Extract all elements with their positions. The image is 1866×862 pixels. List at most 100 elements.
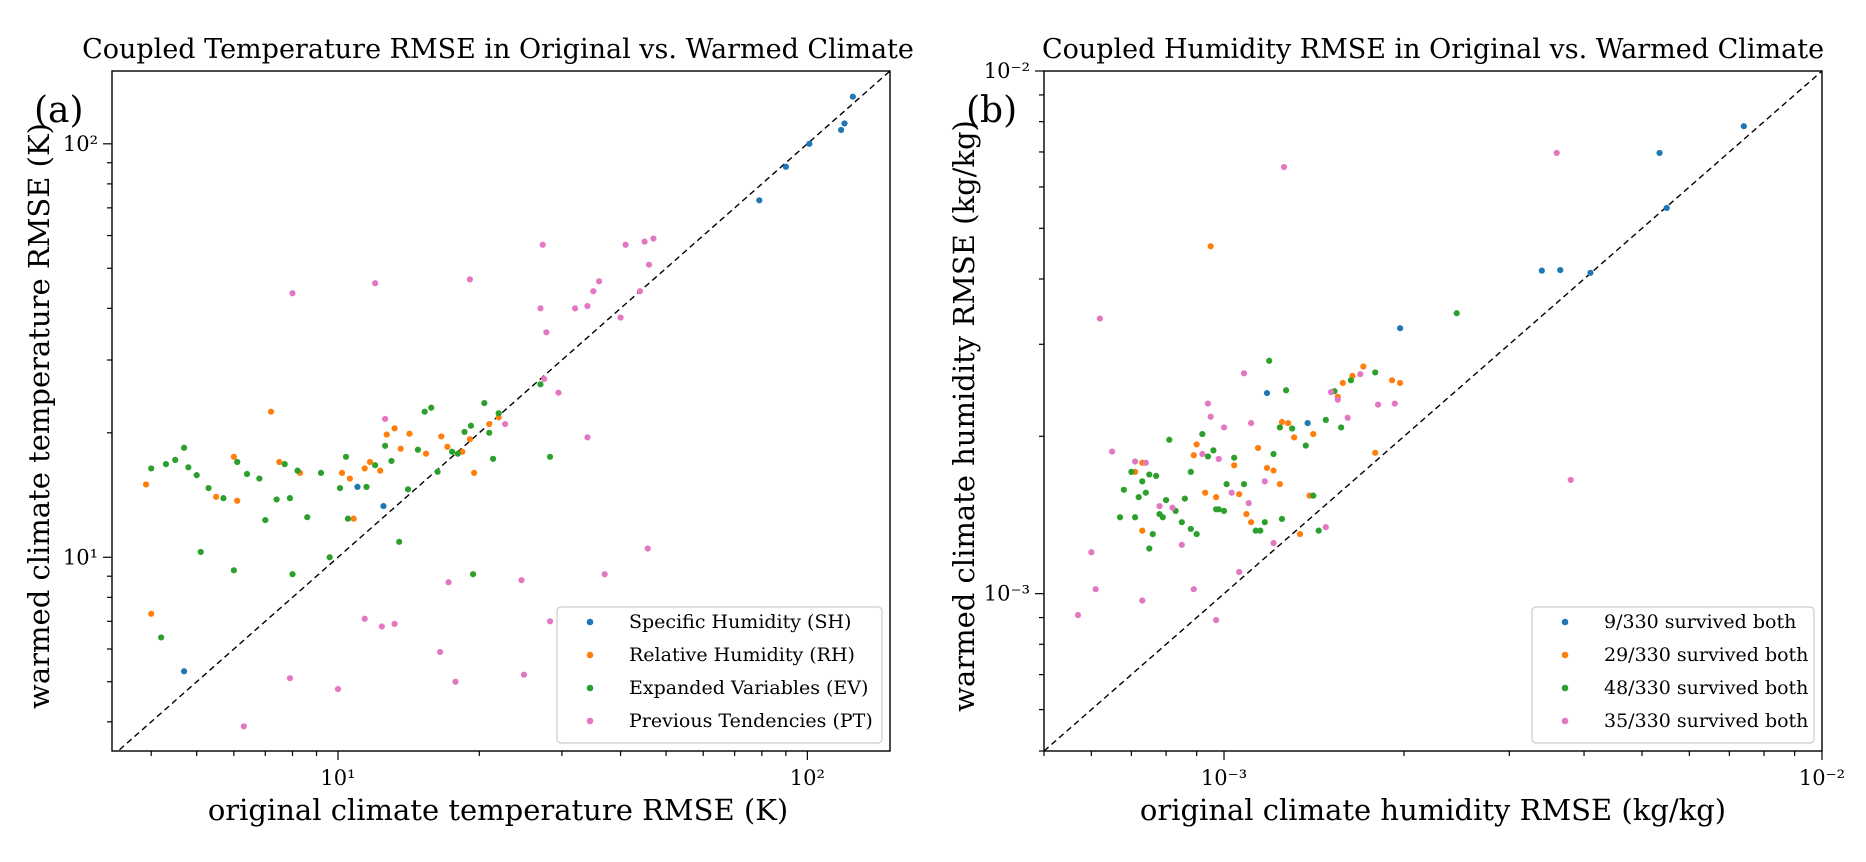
- panel-a-title: Coupled Temperature RMSE in Original vs.…: [82, 34, 914, 65]
- panel-a-series-4-point: [555, 389, 562, 396]
- panel-a-y-axis-label: warmed climate temperature RMSE (K): [22, 123, 56, 709]
- panel-a-series-3-point: [448, 448, 456, 455]
- panel-a-series-4-point: [334, 685, 342, 693]
- panel-a-series-4-point: [289, 290, 296, 297]
- panel-a-series-3-point: [234, 458, 241, 466]
- panel-b-series-4-point: [1391, 400, 1398, 407]
- panel-b-series-2-point: [1231, 462, 1238, 469]
- panel-b-series-3-point: [1204, 453, 1212, 460]
- panel-b-series-4-point: [1357, 371, 1364, 378]
- panel-a-series-3-point: [344, 515, 352, 522]
- panel-a-series-4-point: [601, 571, 608, 578]
- panel-a-series-3-point: [404, 486, 412, 493]
- panel-b-series-4-point: [1236, 568, 1243, 576]
- panel-a-series-4-point: [539, 241, 546, 248]
- panel-a-series-4-point: [452, 678, 459, 685]
- panel-b-series-4-point: [1215, 455, 1222, 463]
- panel-b-series-2-point: [1278, 418, 1286, 426]
- panel-a-series-2-point: [234, 497, 241, 504]
- panel-b-series-3-point: [1166, 436, 1173, 443]
- panel-a-series-2-point: [213, 493, 220, 500]
- panel-b-x-tick-label: 10⁻³: [1201, 766, 1247, 790]
- panel-a-series-3-point: [388, 457, 395, 465]
- panel-a-series-4-point: [445, 579, 452, 586]
- panel-a-series-4-point: [436, 648, 444, 656]
- panel-a-series-3-point: [172, 456, 179, 463]
- panel-b-series-4-point: [1156, 503, 1163, 510]
- panel-b-series-4-point: [1213, 617, 1220, 624]
- panel-b-series-3-point: [1276, 424, 1283, 431]
- panel-a-series-3-point: [342, 453, 350, 460]
- panel-b-legend-box: [1531, 606, 1815, 744]
- panel-a-series-3-point: [486, 429, 493, 436]
- panel-b-ticks: 10⁻³ 10⁻³ 10⁻² 10⁻²: [984, 59, 1845, 790]
- panel-a-series-4-point: [641, 238, 648, 245]
- panel-b-legend-label-1: 9/330 survived both: [1604, 611, 1796, 633]
- panel-b-series-3-point: [1302, 442, 1309, 449]
- panel-a-series-3-point: [461, 428, 468, 436]
- panel-b-legend-label-3: 48/330 survived both: [1604, 677, 1808, 699]
- panel-b-series-3-point: [1199, 430, 1206, 438]
- panel-a-legend-box: [556, 606, 883, 744]
- panel-a-series-2-point: [346, 475, 353, 482]
- panel-b-series-3-point: [1139, 478, 1146, 485]
- panel-b-series-1-point: [1663, 204, 1670, 212]
- panel-b-series-3-point: [1120, 486, 1127, 493]
- panel-a-letter: (a): [34, 90, 84, 131]
- panel-b-series-3-point: [1153, 472, 1160, 480]
- panel-a-series-3-point: [289, 571, 296, 578]
- panel-a-series-2-point: [406, 430, 413, 437]
- panel-a-series-3-point: [454, 450, 461, 457]
- panel-a-series-3-point: [304, 514, 311, 521]
- panel-a-series-3-point: [197, 548, 204, 556]
- panel-b-x-tick-label: 10⁻²: [1799, 766, 1845, 790]
- panel-b-series-3-point: [1257, 527, 1264, 534]
- panel-a-series-3-point: [414, 446, 422, 453]
- panel-a-series-3-point: [148, 465, 155, 472]
- panel-b-series-1-point: [1557, 266, 1564, 274]
- panel-a-series-3-point: [262, 517, 269, 524]
- panel-a-series-4-point: [240, 723, 247, 730]
- panel-a-temperature: Coupled Temperature RMSE in Original vs.…: [22, 34, 914, 827]
- panel-b-series-4-point: [1207, 413, 1214, 420]
- panel-b-series-2-point: [1248, 519, 1255, 526]
- panel-a-series-3-point: [162, 461, 170, 468]
- panel-b-series-4-point: [1322, 524, 1329, 531]
- panel-b-legend-marker-4: [1561, 717, 1569, 725]
- panel-a-series-4-point: [378, 623, 385, 630]
- panel-b-series-3-point: [1338, 424, 1345, 431]
- panel-a-series-3-point: [273, 496, 280, 503]
- panel-a-series-3-point: [336, 484, 344, 492]
- panel-a-series-1-point: [849, 93, 856, 100]
- panel-b-series-4-point: [1178, 541, 1185, 548]
- panel-b-series-3-point: [1266, 357, 1273, 364]
- panel-b-series-4-point: [1074, 611, 1082, 619]
- panel-a-series-2-point: [338, 469, 346, 476]
- panel-a-series-1-point: [756, 197, 763, 204]
- panel-b-humidity: Coupled Humidity RMSE in Original vs. Wa…: [947, 34, 1845, 827]
- panel-a-legend-label-2: Relative Humidity (RH): [629, 644, 855, 666]
- panel-b-legend: 9/330 survived both 29/330 survived both 4…: [1531, 606, 1815, 744]
- panel-b-series-4-point: [1334, 396, 1341, 403]
- panel-b-series-4-point: [1248, 419, 1255, 427]
- panel-a-series-1-point: [837, 126, 845, 134]
- panel-a-series-3-point: [326, 554, 333, 561]
- panel-b-series-2-point: [1276, 481, 1283, 488]
- panel-a-legend-marker-2: [586, 651, 594, 659]
- panel-a-series-2-point: [142, 481, 150, 488]
- panel-b-series-2-point: [1254, 444, 1262, 452]
- panel-a-series-3-point: [469, 571, 477, 578]
- panel-b-series-3-point: [1193, 531, 1200, 538]
- panel-b-series-4-point: [1204, 400, 1212, 407]
- panel-a-series-3-point: [363, 483, 370, 490]
- panel-a-series-2-point: [383, 431, 390, 438]
- panel-b-series-4-point: [1245, 500, 1252, 507]
- panel-b-series-2-point: [1310, 430, 1317, 438]
- panel-b-series-3-point: [1128, 468, 1135, 475]
- panel-b-legend-marker-1: [1561, 618, 1569, 626]
- panel-a-series-1-point: [806, 140, 813, 147]
- panel-b-series-4-point: [1190, 586, 1197, 593]
- panel-b-series-2-point: [1139, 527, 1146, 534]
- panel-b-series-4-point: [1109, 448, 1116, 455]
- panel-a-series-4-point: [501, 420, 509, 428]
